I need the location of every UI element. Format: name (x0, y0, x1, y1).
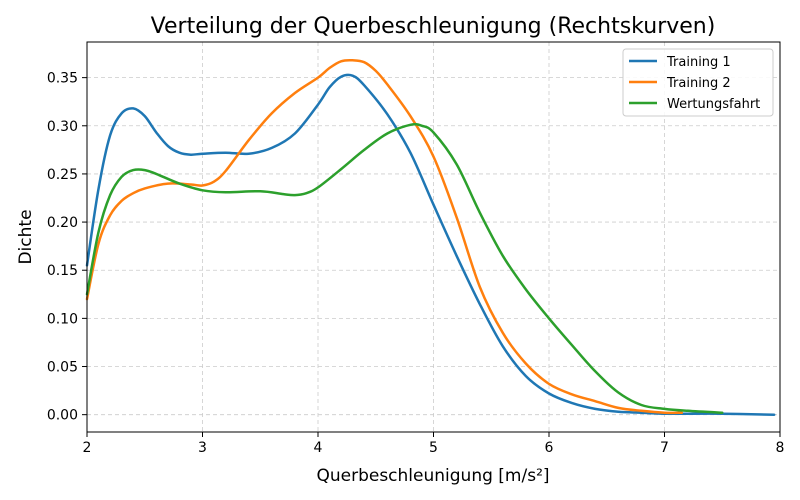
y-tick-label: 0.30 (47, 119, 78, 135)
x-tick-label: 7 (660, 440, 669, 456)
y-tick-label: 0.20 (47, 215, 78, 231)
series-line-wertungsfahrt (85, 122, 724, 414)
x-axis-label: Querbeschleunigung [m/s²] (316, 466, 549, 486)
series-line-training-1 (85, 73, 776, 416)
y-tick-label: 0.25 (47, 167, 78, 183)
series-line-training-2 (85, 58, 684, 415)
y-axis-label: Dichte (16, 209, 36, 264)
legend-box (622, 48, 774, 117)
x-tick-label: 3 (198, 440, 207, 456)
y-tick-label: 0.35 (47, 71, 78, 87)
y-tick-label: 0.15 (47, 263, 78, 279)
legend-label-wertungsfahrt: Wertungsfahrt (667, 97, 760, 112)
x-tick-label: 4 (314, 440, 323, 456)
series-layer (85, 58, 776, 416)
legend-label-training-1: Training 1 (666, 55, 731, 70)
x-tick-label: 6 (545, 440, 554, 456)
x-tick-label: 5 (429, 440, 438, 456)
y-tick-label: 0.05 (47, 360, 78, 376)
legend-label-training-2: Training 2 (666, 76, 731, 91)
tick-layer: 2 3 4 5 6 7 8 0.00 0.05 0.10 0.15 0.20 0.25 0.30 0.35 (47, 71, 785, 456)
chart-title: Verteilung der Querbeschleunigung (Recht… (151, 14, 716, 39)
y-tick-label: 0.10 (47, 311, 78, 327)
y-tick-label: 0.00 (47, 408, 78, 424)
legend: Training 1 Training 2 Wertungsfahrt (622, 48, 774, 117)
x-tick-label: 2 (83, 440, 92, 456)
x-tick-label: 8 (776, 440, 785, 456)
